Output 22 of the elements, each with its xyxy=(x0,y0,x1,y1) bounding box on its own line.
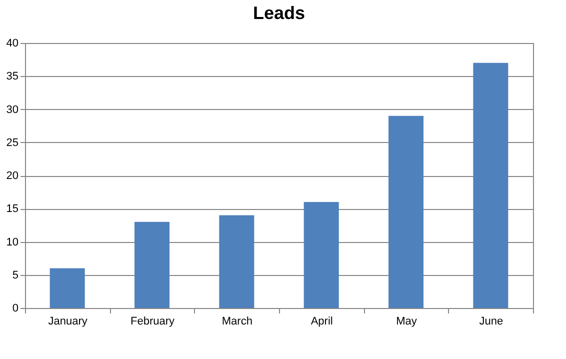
bar xyxy=(219,215,254,308)
x-tick-label: April xyxy=(310,316,333,328)
chart-title: Leads xyxy=(252,3,306,23)
y-tick-label: 0 xyxy=(12,302,18,314)
y-tick-label: 5 xyxy=(12,269,18,282)
bar xyxy=(304,202,339,308)
y-tick-label: 25 xyxy=(6,136,18,149)
x-tick-label: March xyxy=(222,316,252,328)
bar xyxy=(388,116,424,308)
y-tick-label: 30 xyxy=(6,104,18,116)
bar xyxy=(50,268,85,308)
y-tick-label: 20 xyxy=(6,170,18,182)
x-tick-label: May xyxy=(396,316,418,328)
y-tick-label: 35 xyxy=(6,70,18,83)
x-tick-label: June xyxy=(479,316,504,328)
bar xyxy=(473,62,508,308)
y-tick-label: 10 xyxy=(6,236,18,248)
x-tick-label: January xyxy=(48,316,88,328)
bar xyxy=(134,222,170,308)
y-tick-label: 15 xyxy=(6,203,18,216)
x-tick-label: February xyxy=(130,316,175,328)
y-tick-label: 40 xyxy=(6,38,18,50)
